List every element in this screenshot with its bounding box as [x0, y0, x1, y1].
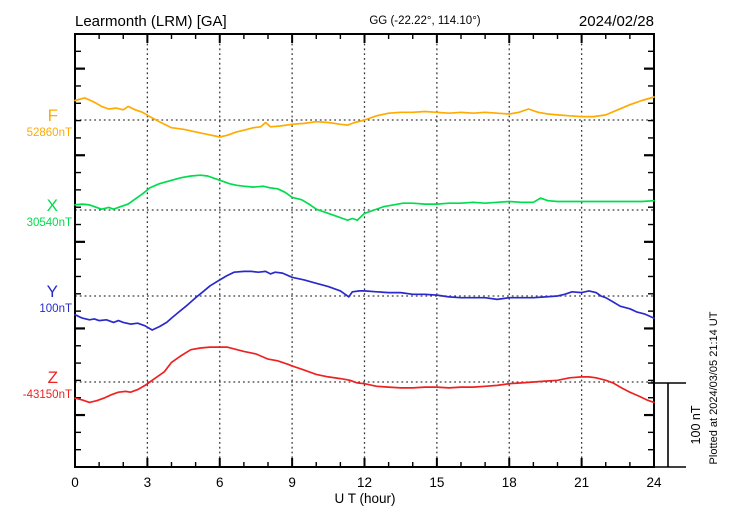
scale-bar-label: 100 nT — [689, 405, 703, 444]
x-tick-labels: 0 3 6 9 12 15 18 21 24 — [71, 475, 662, 490]
series-letter-X: X — [47, 196, 58, 215]
x-tick-label-9: 9 — [288, 475, 296, 490]
plotted-at-note: Plotted at 2024/03/05 21:14 UT — [708, 311, 720, 464]
series-base-value-F: 52860nT — [27, 127, 72, 139]
x-tick-label-3: 3 — [144, 475, 152, 490]
x-tick-label-18: 18 — [502, 475, 517, 490]
scale-bar: 100 nT — [648, 382, 703, 468]
plot-date: 2024/02/28 — [579, 13, 654, 30]
geographic-coords: GG (-22.22°, 114.10°) — [369, 15, 480, 27]
series-letter-Z: Z — [48, 368, 58, 387]
axis-ticks — [75, 34, 654, 467]
series-base-value-X: 30540nT — [27, 217, 72, 229]
data-traces — [74, 96, 655, 404]
series-letter-F: F — [48, 106, 58, 125]
trace-F — [74, 96, 655, 138]
series-letter-Y: Y — [47, 282, 58, 301]
series-labels: F 52860nT X 30540nT Y 100nT Z -43150nT — [23, 106, 72, 401]
x-tick-label-21: 21 — [574, 475, 589, 490]
x-tick-label-6: 6 — [216, 475, 224, 490]
trace-Z — [74, 346, 655, 404]
x-axis-title: U T (hour) — [334, 491, 395, 506]
x-tick-label-24: 24 — [646, 475, 662, 490]
series-base-value-Z: -43150nT — [23, 389, 72, 401]
trace-X — [74, 174, 655, 222]
x-tick-label-15: 15 — [429, 475, 444, 490]
trace-Y — [74, 270, 655, 331]
series-base-value-Y: 100nT — [39, 303, 72, 315]
x-tick-label-0: 0 — [71, 475, 79, 490]
station-title: Learmonth (LRM) [GA] — [75, 13, 227, 30]
x-tick-label-12: 12 — [357, 475, 372, 490]
grid-lines — [75, 34, 654, 467]
